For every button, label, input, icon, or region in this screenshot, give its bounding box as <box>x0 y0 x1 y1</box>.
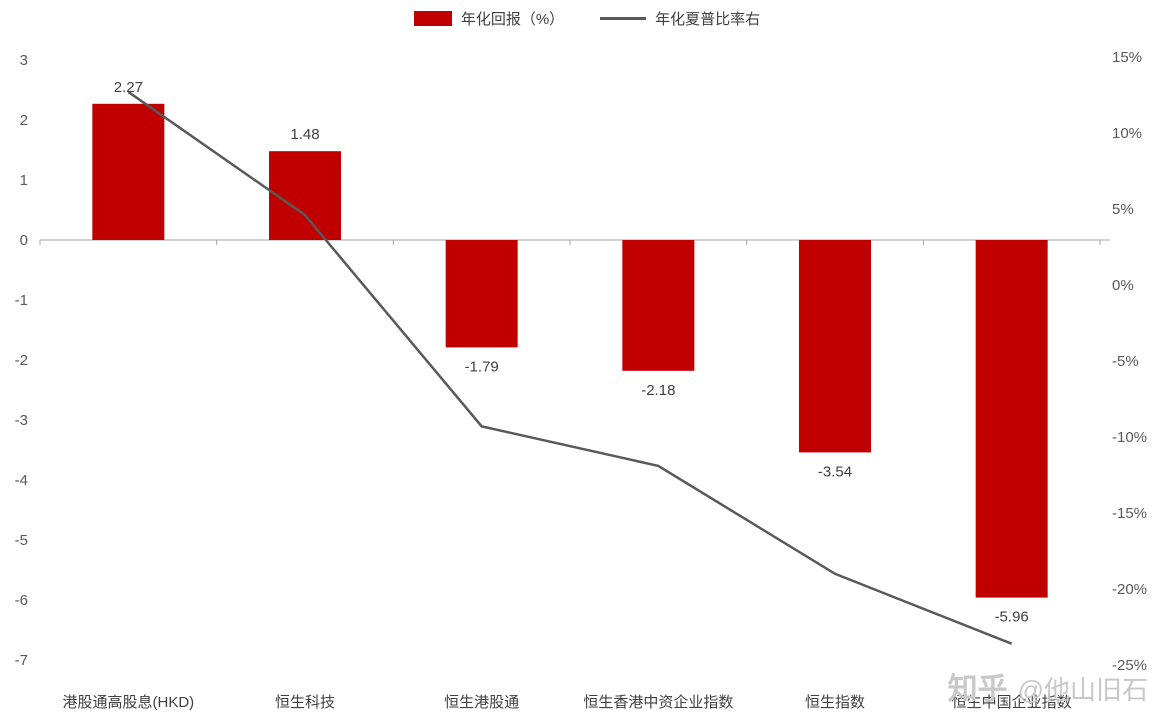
bar-value-label: -1.79 <box>465 358 499 375</box>
right-axis-tick: -25% <box>1112 657 1147 674</box>
category-label: 恒生科技 <box>275 694 335 711</box>
left-axis-tick: 2 <box>20 112 28 129</box>
bar-value-label: 1.48 <box>290 126 319 143</box>
sharpe-ratio-line <box>127 90 1013 645</box>
legend-item-bar-series: 年化回报（%） <box>413 8 565 29</box>
bar-1 <box>269 151 341 240</box>
watermark-user: @他山旧石 <box>1017 675 1148 705</box>
legend-bar-label: 年化回报（%） <box>460 11 565 28</box>
bar-series-swatch-icon <box>413 11 452 26</box>
bar-value-label: -3.54 <box>818 463 852 480</box>
bar-value-label: 2.27 <box>114 79 143 96</box>
right-axis-tick: -20% <box>1112 581 1147 598</box>
watermark-brand: 知乎 <box>947 673 1008 706</box>
watermark: 知乎 @他山旧石 <box>948 664 1148 708</box>
right-axis-tick: 15% <box>1112 49 1142 66</box>
right-axis-tick: 5% <box>1112 201 1134 218</box>
legend-item-line-series: 年化夏普比率右 <box>600 8 760 29</box>
category-label: 港股通高股息(HKD) <box>62 694 194 711</box>
left-axis-tick: -5 <box>15 532 28 549</box>
right-axis-tick: -5% <box>1112 353 1139 370</box>
bar-3 <box>622 240 695 371</box>
bar-4 <box>799 240 871 453</box>
left-axis-tick: -2 <box>15 352 28 369</box>
legend-line-label: 年化夏普比率右 <box>655 11 761 28</box>
bar-0 <box>92 103 165 240</box>
bar-5 <box>975 240 1048 598</box>
category-label: 恒生港股通 <box>444 694 519 711</box>
right-axis-tick: -10% <box>1112 429 1147 446</box>
left-axis-tick: 3 <box>20 52 28 69</box>
left-axis-tick: 1 <box>20 172 28 189</box>
bar-2 <box>445 240 518 348</box>
chart-legend: 年化回报（%） 年化夏普比率右 <box>0 8 1174 29</box>
right-axis-tick: 10% <box>1112 125 1142 142</box>
left-axis-tick: -7 <box>15 652 28 669</box>
right-axis-tick: -15% <box>1112 505 1147 522</box>
left-axis-tick: 0 <box>20 232 28 249</box>
category-label: 恒生指数 <box>805 694 865 711</box>
right-axis-tick: 0% <box>1112 277 1134 294</box>
left-axis-tick: -3 <box>15 412 28 429</box>
left-axis-tick: -4 <box>15 472 28 489</box>
left-axis-tick: -6 <box>15 592 28 609</box>
bar-value-label: -2.18 <box>641 382 675 399</box>
category-label: 恒生香港中资企业指数 <box>583 693 733 711</box>
bar-value-label: -5.96 <box>995 609 1029 626</box>
line-series-swatch-icon <box>600 17 647 20</box>
left-axis-tick: -1 <box>15 292 28 309</box>
category-label: 恒生中国企业指数 <box>952 693 1072 711</box>
